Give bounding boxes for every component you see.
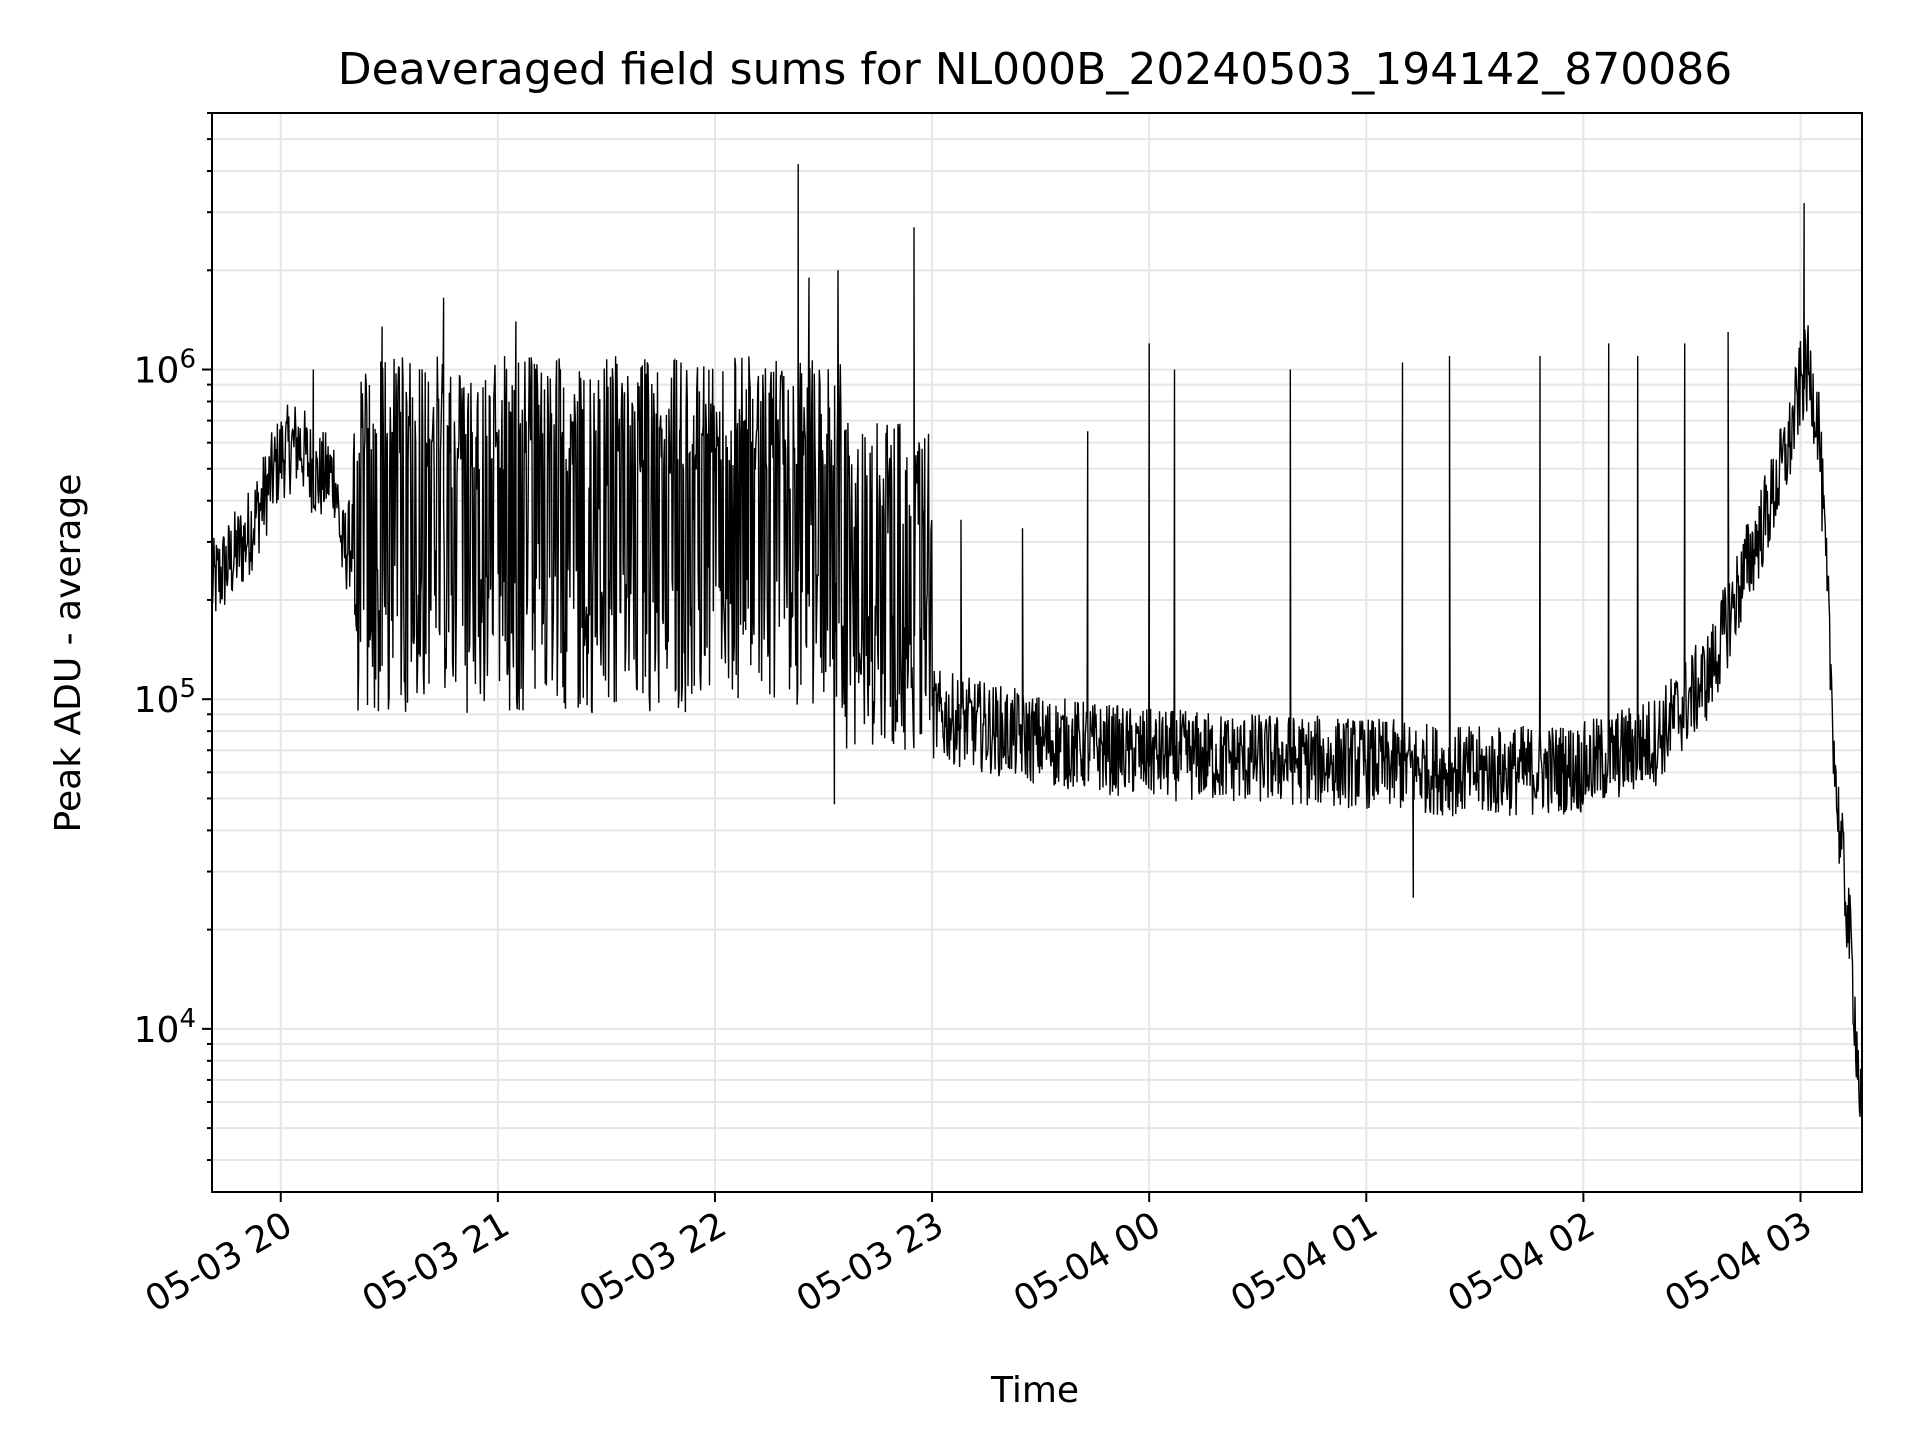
x-axis-label: Time [990,1370,1079,1411]
series-layer [211,164,1863,1117]
y-tick-label: 104 [134,1004,196,1051]
series-line [211,164,1863,1117]
y-tick-label: 105 [134,674,196,721]
y-axis: 104 105 106 [134,112,212,1162]
y-tick-label: 106 [134,345,196,392]
plot-frame [211,112,1863,1193]
grid-layer [212,112,1862,1192]
y-axis-label: Peak ADU - average [48,474,89,833]
chart-title: Deaveraged field sums for NL000B_2024050… [338,44,1732,95]
